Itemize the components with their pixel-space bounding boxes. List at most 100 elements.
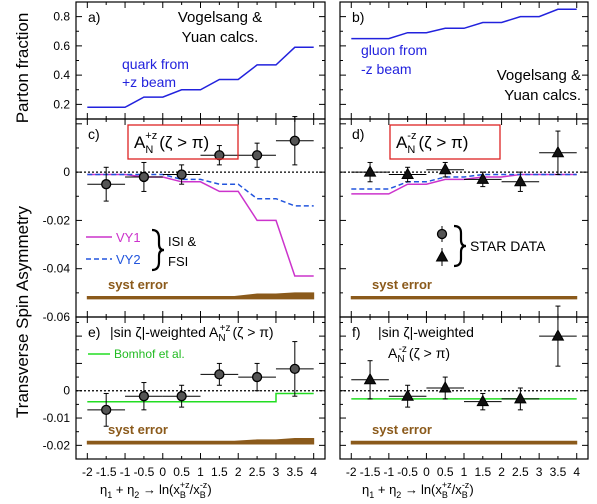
x-tick-label: 0.5 bbox=[437, 465, 454, 479]
panel-title-box bbox=[389, 124, 501, 160]
data-point bbox=[251, 371, 263, 383]
data-point bbox=[176, 391, 187, 402]
x-axis-label-left: η1 + η2 → ln(xB+z/xB-z) bbox=[100, 480, 212, 500]
x-tick-label: 3 bbox=[273, 465, 280, 479]
data-point bbox=[138, 171, 150, 183]
y-axis-label-top: Parton fraction bbox=[13, 13, 32, 124]
legend-brace bbox=[453, 224, 467, 268]
syst-error-label: syst error bbox=[372, 422, 432, 437]
data-point bbox=[438, 162, 452, 175]
y-tick-label: 0 bbox=[63, 384, 70, 398]
annotation: Vogelsang & bbox=[178, 9, 262, 26]
data-point bbox=[514, 174, 527, 187]
panel-b: b) gluon from -z beam Vogelsang & Yuan calcs… bbox=[339, 1, 589, 120]
x-tick-label: 3 bbox=[536, 465, 543, 479]
x-tick-label: -0.5 bbox=[134, 465, 155, 479]
syst-error-band bbox=[350, 440, 578, 445]
data-point bbox=[138, 391, 150, 402]
x-tick-label: 3.5 bbox=[550, 465, 567, 479]
series-label: -z beam bbox=[361, 61, 412, 77]
data-point bbox=[363, 165, 377, 177]
syst-error-band bbox=[86, 438, 315, 445]
x-tick-label: 0 bbox=[159, 465, 166, 479]
x-tick-label: 1.5 bbox=[211, 465, 228, 479]
y-tick-label: 0.6 bbox=[53, 39, 70, 53]
x-tick-label: -0.5 bbox=[397, 465, 418, 479]
data-point bbox=[551, 329, 565, 341]
y-tick-label: 0.4 bbox=[53, 68, 70, 82]
data-point bbox=[289, 363, 300, 375]
data-point bbox=[214, 150, 225, 161]
legend-brace bbox=[151, 228, 165, 272]
x-tick-label: 3.5 bbox=[286, 465, 303, 479]
panel-title-box bbox=[127, 124, 239, 160]
series-line-gluon-from-z-beam bbox=[351, 8, 577, 40]
x-tick-label: 4 bbox=[573, 465, 580, 479]
data-point bbox=[438, 380, 452, 393]
x-tick-label: -1 bbox=[384, 465, 395, 479]
data-point bbox=[514, 391, 527, 404]
annotation: Yuan calcs. bbox=[504, 87, 581, 104]
panel-a: 0.2 0.4 0.6 0.8 a) Vogelsang & Yuan calcs. quar… bbox=[53, 1, 326, 120]
x-tick-label: 1 bbox=[197, 465, 204, 479]
y-axis-label-bottom: Transverse Spin Asymmetry bbox=[13, 206, 32, 418]
panel-d: syst error d) AN-z (ζ > π) STAR DATA bbox=[339, 118, 589, 318]
figure-content: 0.2 0.4 0.6 0.8 a) Vogelsang & Yuan calcs. quar… bbox=[43, 1, 589, 479]
data-point bbox=[401, 389, 414, 401]
x-tick-label: 2 bbox=[235, 465, 242, 479]
data-point bbox=[476, 172, 490, 184]
legend-label-vy1: VY1 bbox=[116, 230, 141, 245]
legend-note: FSI bbox=[168, 254, 188, 269]
syst-error-label: syst error bbox=[108, 277, 168, 292]
annotation: Vogelsang & bbox=[497, 67, 581, 84]
y-tick-label: -0.01 bbox=[43, 411, 71, 425]
series-label: Bomhof et al. bbox=[114, 347, 185, 361]
data-point bbox=[214, 369, 225, 380]
x-tick-label: 2.5 bbox=[249, 465, 266, 479]
series-line-quark-from-z-beam bbox=[87, 46, 314, 109]
annotation: Yuan calcs. bbox=[182, 29, 259, 46]
panel-title: AN+z (ζ > π) bbox=[134, 130, 209, 156]
y-tick-label: -0.02 bbox=[43, 438, 71, 452]
series-line-bomhof-et-al- bbox=[87, 392, 314, 403]
data-point bbox=[101, 404, 112, 415]
panel-title: |sin ζ|-weighted AN+z (ζ > π) bbox=[110, 323, 274, 344]
x-tick-label: 2 bbox=[498, 465, 505, 479]
syst-error-band bbox=[350, 295, 578, 300]
panel-label: b) bbox=[352, 9, 364, 25]
data-point bbox=[551, 145, 565, 158]
data-point bbox=[363, 372, 377, 385]
legend-note: STAR DATA bbox=[470, 238, 546, 254]
panel-label: c) bbox=[88, 126, 100, 142]
data-point bbox=[401, 167, 414, 180]
y-tick-label: -0.02 bbox=[43, 213, 71, 227]
x-axis-label-right: η1 + η2 → ln(xB+z/xB-z) bbox=[362, 480, 474, 500]
x-tick-label: 2.5 bbox=[512, 465, 529, 479]
panel-c: -0.06 -0.04 -0.02 0 syst error c) AN+z (ζ > π) V… bbox=[43, 116, 326, 324]
legend-label-vy2: VY2 bbox=[116, 252, 141, 267]
data-point bbox=[101, 179, 112, 190]
syst-error-label: syst error bbox=[108, 422, 168, 437]
legend-marker-circle bbox=[436, 228, 448, 240]
panel-e: -0.02 -0.01 0 -2 -1.5 -1 -0.5 0 0.5 1 1.5 2 2.5 3 3.5 4… bbox=[43, 316, 326, 479]
y-tick-label: 0 bbox=[63, 165, 70, 179]
x-tick-label: 1.5 bbox=[474, 465, 491, 479]
panel-label: a) bbox=[88, 9, 100, 25]
panel-label: e) bbox=[88, 324, 100, 340]
series-label: gluon from bbox=[361, 42, 427, 58]
x-tick-label: -2 bbox=[82, 465, 93, 479]
syst-error-label: syst error bbox=[372, 277, 432, 292]
x-tick-label: 4 bbox=[310, 465, 317, 479]
x-tick-label: -1 bbox=[120, 465, 131, 479]
panel-title: AN-z (ζ > π) bbox=[388, 344, 450, 365]
series-line-vy2 bbox=[87, 173, 314, 207]
panel-label: f) bbox=[352, 324, 361, 340]
syst-error-band bbox=[86, 292, 315, 300]
panel-title: AN-z (ζ > π) bbox=[396, 130, 468, 156]
x-tick-label: -1.5 bbox=[96, 465, 117, 479]
series-label: +z beam bbox=[122, 74, 176, 90]
legend-marker-triangle bbox=[435, 249, 449, 262]
data-point bbox=[176, 169, 187, 180]
panel-title: |sin ζ|-weighted bbox=[378, 324, 474, 340]
